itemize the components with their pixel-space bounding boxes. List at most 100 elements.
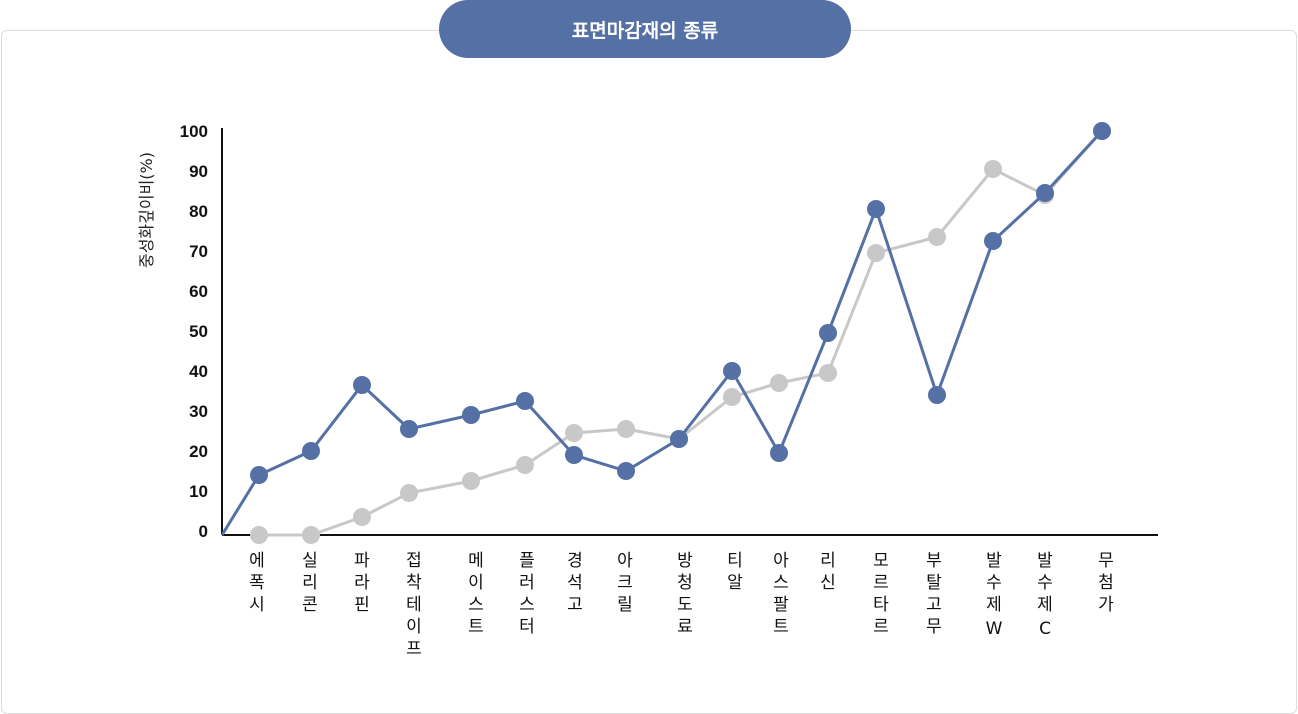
- data-point: [770, 374, 788, 392]
- data-point: [302, 442, 320, 460]
- chart-title: 표면마감재의 종류: [439, 0, 851, 58]
- y-tick-label: 90: [189, 162, 208, 181]
- x-tick-char: 첨: [1098, 573, 1114, 593]
- y-tick-label: 20: [189, 442, 208, 461]
- data-point: [516, 456, 534, 474]
- data-point: [617, 462, 635, 480]
- chart-card: [1, 30, 1297, 714]
- x-tick-char: 경: [567, 551, 583, 571]
- x-tick-char: 탈: [926, 573, 942, 593]
- x-tick-char: C: [1039, 619, 1051, 639]
- data-point: [723, 362, 741, 380]
- x-tick-char: 메: [468, 551, 484, 571]
- y-tick-label: 0: [199, 522, 208, 541]
- x-tick-char: 착: [406, 573, 422, 593]
- data-point: [928, 386, 946, 404]
- x-tick-char: 아: [617, 551, 633, 571]
- x-tick-char: 청: [677, 573, 693, 593]
- data-point: [867, 244, 885, 262]
- y-tick-label: 40: [189, 362, 208, 381]
- x-tick-char: 폭: [249, 573, 265, 593]
- x-tick-char: 라: [354, 573, 370, 593]
- x-tick-char: 이: [406, 617, 422, 637]
- y-tick-label: 50: [189, 322, 208, 341]
- series-line-1: [220, 129, 1104, 536]
- data-point: [617, 420, 635, 438]
- y-tick-label: 60: [189, 282, 208, 301]
- x-tick-char: 수: [1037, 573, 1053, 593]
- x-tick-char: 프: [406, 639, 422, 659]
- x-tick-char: 신: [820, 573, 836, 593]
- data-point: [516, 392, 534, 410]
- data-point: [250, 526, 268, 544]
- x-tick-char: 릴: [617, 595, 633, 615]
- x-tick-char: 실: [302, 551, 318, 571]
- data-point: [819, 324, 837, 342]
- x-tick-char: 스: [519, 595, 535, 615]
- x-tick-char: 도: [677, 595, 693, 615]
- x-tick-char: 부: [926, 551, 942, 571]
- x-tick-char: 파: [354, 551, 370, 571]
- x-tick-char: 팔: [773, 595, 789, 615]
- y-tick-label: 80: [189, 202, 208, 221]
- x-tick-char: 리: [820, 551, 836, 571]
- x-tick-char: 접: [406, 551, 422, 571]
- x-tick-char: 발: [1037, 551, 1053, 571]
- x-tick-char: 무: [1098, 551, 1114, 571]
- x-tick-char: 트: [773, 617, 789, 637]
- x-tick-char: 고: [567, 595, 583, 615]
- x-tick-char: 콘: [302, 595, 318, 615]
- x-tick-char: 러: [519, 573, 535, 593]
- data-point: [400, 420, 418, 438]
- data-point: [462, 472, 480, 490]
- x-tick-char: 수: [986, 573, 1002, 593]
- data-point: [867, 200, 885, 218]
- y-tick-label: 30: [189, 402, 208, 421]
- x-tick-char: 아: [773, 551, 789, 571]
- data-point: [819, 364, 837, 382]
- data-point: [723, 388, 741, 406]
- x-tick-char: 터: [519, 617, 535, 637]
- series-line-2: [259, 130, 1104, 537]
- x-tick-char: 무: [926, 617, 942, 637]
- data-point: [353, 376, 371, 394]
- x-tick-char: 고: [926, 595, 942, 615]
- x-tick-char: 이: [468, 573, 484, 593]
- x-tick-char: 제: [986, 595, 1002, 615]
- x-tick-char: 방: [677, 551, 693, 571]
- data-point: [565, 424, 583, 442]
- data-point: [302, 526, 320, 544]
- data-point: [670, 430, 688, 448]
- data-point: [462, 406, 480, 424]
- x-tick-char: 타: [873, 595, 889, 615]
- x-tick-char: 티: [727, 551, 743, 571]
- x-tick-char: 발: [986, 551, 1002, 571]
- data-point: [984, 232, 1002, 250]
- x-tick-char: 모: [873, 551, 889, 571]
- x-tick-char: 제: [1037, 595, 1053, 615]
- y-tick-label: 10: [189, 482, 208, 501]
- data-point: [984, 160, 1002, 178]
- x-tick-char: 르: [873, 573, 889, 593]
- x-tick-char: 시: [249, 595, 265, 615]
- data-point: [928, 228, 946, 246]
- data-point: [400, 484, 418, 502]
- data-point: [565, 446, 583, 464]
- data-point: [770, 444, 788, 462]
- x-tick-char: 가: [1098, 595, 1114, 615]
- x-tick-char: 스: [773, 573, 789, 593]
